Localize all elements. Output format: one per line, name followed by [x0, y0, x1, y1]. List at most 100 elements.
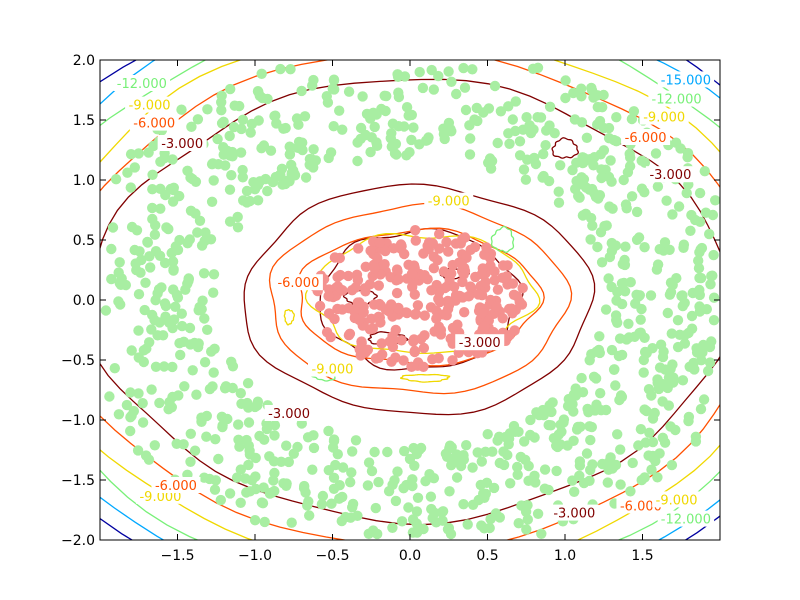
- outer-class-point: [104, 391, 115, 402]
- outer-class-point: [224, 488, 236, 499]
- outer-class-point: [225, 83, 236, 95]
- contour-line-mid--6: [268, 202, 573, 395]
- contour-label: -9.000: [139, 490, 181, 505]
- outer-class-point: [514, 150, 526, 161]
- outer-class-point: [660, 364, 671, 375]
- outer-class-point: [236, 123, 247, 135]
- outer-class-point: [281, 440, 292, 451]
- outer-class-point: [363, 457, 375, 468]
- contour-label-bg: [639, 108, 689, 125]
- outer-class-point: [476, 520, 487, 531]
- outer-class-point: [659, 237, 671, 248]
- outer-class-point: [597, 458, 608, 470]
- outer-class-point: [494, 512, 505, 523]
- x-axis: −1.5 −1.0 −0.5 0.0 0.5 1.0 1.5: [161, 60, 654, 564]
- outer-class-point: [224, 130, 235, 142]
- outer-class-point: [209, 484, 221, 495]
- inner-class-point: [386, 300, 397, 311]
- outer-class-point: [155, 183, 166, 194]
- outer-class-point: [631, 206, 643, 218]
- outer-class-point: [482, 429, 493, 440]
- outer-class-point: [147, 213, 158, 225]
- outer-class-point: [555, 160, 566, 171]
- inner-class-point: [435, 324, 447, 336]
- outer-class-point: [428, 473, 440, 484]
- outer-class-point: [621, 203, 632, 214]
- outer-class-point: [308, 430, 319, 441]
- outer-class-point: [458, 499, 469, 510]
- outer-class-point: [201, 410, 212, 422]
- inner-class-point: [323, 308, 335, 319]
- outer-class-point: [658, 346, 669, 357]
- inner-class-point: [465, 281, 476, 292]
- outer-class-point: [649, 407, 660, 419]
- inner-class-point: [463, 290, 475, 302]
- outer-class-point: [146, 324, 157, 335]
- x-tick-label: −1.5: [161, 548, 195, 564]
- outer-class-point: [328, 435, 340, 447]
- outer-class-point: [693, 263, 705, 274]
- outer-class-point: [222, 413, 233, 425]
- outer-class-point: [191, 389, 202, 400]
- outer-class-point: [401, 102, 413, 113]
- outer-class-point: [122, 167, 133, 178]
- outer-class-point: [269, 420, 281, 431]
- y-tick-label: −1.5: [61, 473, 95, 489]
- outer-class-point: [673, 201, 685, 212]
- outer-class-point: [598, 89, 609, 101]
- outer-class-point: [257, 92, 268, 104]
- contour-line-outer--3: [100, 78, 720, 526]
- outer-class-point: [495, 106, 507, 117]
- outer-class-point: [215, 494, 226, 506]
- outer-class-point: [269, 430, 280, 441]
- outer-class-point: [465, 133, 476, 144]
- outer-class-point: [398, 483, 409, 494]
- outer-class-point: [182, 238, 193, 249]
- outer-class-point: [403, 502, 414, 513]
- outer-class-point: [199, 472, 210, 483]
- outer-class-point: [657, 396, 668, 407]
- outer-class-point: [425, 491, 437, 502]
- outer-class-point: [300, 172, 312, 183]
- outer-class-point: [615, 479, 626, 490]
- y-axis: −2.0 −1.5 −1.0 −0.5 0.0 0.5 1.0 1.5 2.0: [61, 53, 720, 549]
- outer-class-point: [185, 172, 196, 183]
- outer-class-point: [176, 320, 188, 332]
- outer-class-point: [668, 377, 679, 388]
- outer-class-point: [695, 272, 707, 284]
- contour-label-bg: [129, 114, 179, 131]
- outer-class-point: [605, 452, 616, 463]
- outer-class-point: [192, 227, 203, 238]
- contour-line-outer--9: [100, 60, 720, 540]
- inner-class-point: [410, 235, 421, 246]
- inner-class-point: [406, 268, 418, 279]
- outer-class-point: [569, 486, 580, 497]
- outer-class-point: [624, 148, 635, 160]
- outer-class-point: [409, 460, 420, 471]
- outer-class-point: [267, 176, 279, 188]
- outer-class-point: [544, 101, 556, 113]
- outer-class-point: [300, 487, 311, 498]
- outer-class-point: [154, 397, 165, 409]
- inner-class-point: [502, 260, 513, 271]
- outer-class-point: [160, 300, 172, 312]
- outer-class-point: [107, 222, 119, 233]
- outer-class-point: [275, 63, 286, 75]
- outer-class-point: [284, 149, 296, 160]
- outer-class-point: [146, 384, 157, 395]
- inner-class-point: [426, 285, 437, 296]
- outer-class-point: [539, 464, 551, 475]
- outer-class-point: [596, 257, 608, 268]
- outer-class-point: [562, 440, 573, 451]
- outer-class-point: [206, 196, 218, 207]
- outer-class-point: [578, 157, 589, 168]
- inner-class-point: [419, 330, 430, 341]
- inner-class-point: [441, 236, 452, 248]
- outer-class-point: [606, 344, 618, 356]
- outer-class-point: [652, 259, 664, 270]
- outer-class-point: [297, 137, 308, 148]
- inner-class-point: [479, 321, 490, 332]
- outer-class-point: [612, 429, 623, 440]
- outer-class-point: [605, 155, 616, 166]
- outer-class-point: [504, 138, 515, 149]
